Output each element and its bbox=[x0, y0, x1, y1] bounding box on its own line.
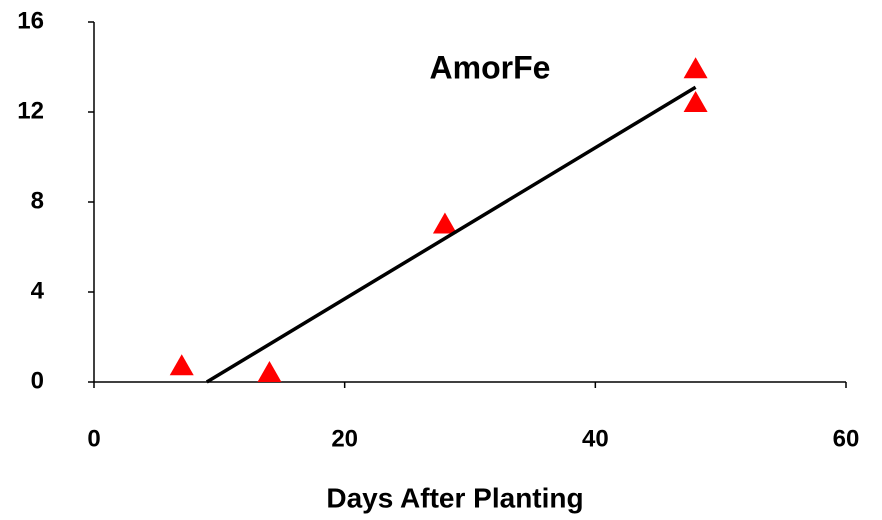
marker bbox=[683, 57, 708, 79]
y-tick-label: 12 bbox=[17, 97, 44, 124]
marker bbox=[169, 354, 194, 376]
marker bbox=[683, 91, 708, 112]
x-tick-label: 60 bbox=[833, 425, 860, 452]
marker bbox=[257, 361, 282, 382]
x-tick-label: 20 bbox=[331, 425, 358, 452]
x-tick-label: 40 bbox=[582, 425, 609, 452]
x-tick-label: 0 bbox=[87, 425, 100, 452]
chart-title: AmorFe bbox=[430, 49, 551, 85]
y-tick-label: 4 bbox=[31, 277, 45, 304]
x-axis-label: Days After Planting bbox=[326, 482, 583, 513]
trend-line bbox=[205, 85, 697, 384]
y-tick-label: 8 bbox=[31, 187, 44, 214]
y-tick-label: 16 bbox=[17, 7, 44, 34]
y-tick-label: 0 bbox=[31, 367, 44, 394]
marker bbox=[432, 212, 457, 234]
